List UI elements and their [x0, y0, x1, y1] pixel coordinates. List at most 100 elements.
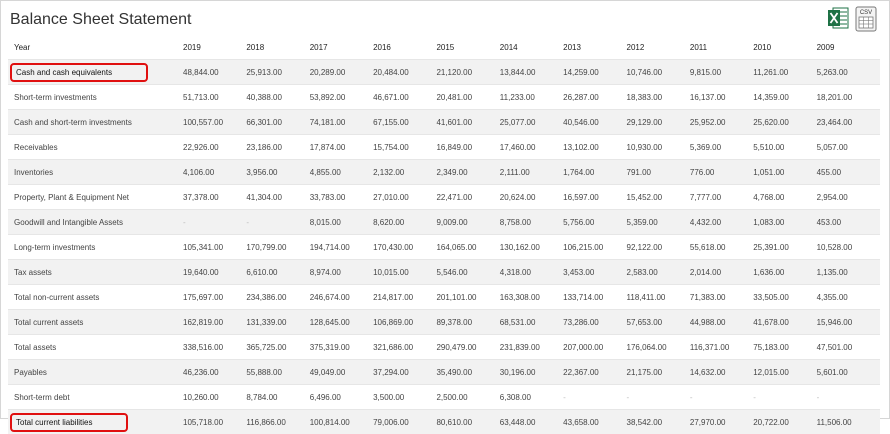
csv-icon-label: CSV — [860, 10, 872, 16]
table-cell: 105,341.00 — [183, 235, 246, 260]
csv-icon[interactable]: CSV — [855, 6, 877, 32]
table-cell: 231,839.00 — [500, 335, 563, 360]
table-cell: 4,355.00 — [817, 285, 880, 310]
table-cell: 25,620.00 — [753, 110, 816, 135]
table-cell: 33,505.00 — [753, 285, 816, 310]
table-cell: 21,120.00 — [436, 60, 499, 85]
export-icons: CSV — [827, 6, 877, 32]
table-cell: 21,175.00 — [627, 360, 690, 385]
table-cell: 75,183.00 — [753, 335, 816, 360]
table-cell: 116,371.00 — [690, 335, 753, 360]
row-label: Cash and short-term investments — [14, 118, 132, 127]
table-cell: 2,583.00 — [627, 260, 690, 285]
table-cell: 10,746.00 — [627, 60, 690, 85]
table-cell: 5,057.00 — [817, 135, 880, 160]
table-cell: 106,869.00 — [373, 310, 436, 335]
table-cell: 290,479.00 — [436, 335, 499, 360]
table-cell: 20,484.00 — [373, 60, 436, 85]
col-header: 2012 — [627, 35, 690, 60]
table-cell: 163,308.00 — [500, 285, 563, 310]
col-header: 2014 — [500, 35, 563, 60]
table-cell: 35,490.00 — [436, 360, 499, 385]
table-cell: 2,014.00 — [690, 260, 753, 285]
table-cell: 92,122.00 — [627, 235, 690, 260]
table-cell: 20,722.00 — [753, 410, 816, 434]
table-cell: 365,725.00 — [246, 335, 309, 360]
table-cell: 16,849.00 — [436, 135, 499, 160]
row-label-cell: Cash and cash equivalents — [8, 60, 183, 85]
row-label-cell: Tax assets — [8, 260, 183, 285]
table-row: Goodwill and Intangible Assets--8,015.00… — [8, 210, 880, 235]
table-cell: 4,318.00 — [500, 260, 563, 285]
col-header: 2015 — [436, 35, 499, 60]
table-cell: 5,359.00 — [627, 210, 690, 235]
table-cell: 67,155.00 — [373, 110, 436, 135]
table-cell: 162,819.00 — [183, 310, 246, 335]
table-cell: 41,601.00 — [436, 110, 499, 135]
table-cell: 131,339.00 — [246, 310, 309, 335]
table-cell: 10,528.00 — [817, 235, 880, 260]
table-cell: 791.00 — [627, 160, 690, 185]
table-cell: 321,686.00 — [373, 335, 436, 360]
table-cell: 30,196.00 — [500, 360, 563, 385]
table-cell: 25,952.00 — [690, 110, 753, 135]
row-label-cell: Goodwill and Intangible Assets — [8, 210, 183, 235]
table-cell: 6,308.00 — [500, 385, 563, 410]
row-label: Short-term debt — [14, 393, 70, 402]
table-cell: 455.00 — [817, 160, 880, 185]
table-cell: 10,260.00 — [183, 385, 246, 410]
table-cell: 63,448.00 — [500, 410, 563, 434]
table-cell: 11,261.00 — [753, 60, 816, 85]
table-cell: 128,645.00 — [310, 310, 373, 335]
table-cell: 1,135.00 — [817, 260, 880, 285]
table-cell: 26,287.00 — [563, 85, 626, 110]
table-cell: 164,065.00 — [436, 235, 499, 260]
table-cell: 22,471.00 — [436, 185, 499, 210]
table-cell: 22,926.00 — [183, 135, 246, 160]
table-cell: - — [627, 385, 690, 410]
table-cell: 43,658.00 — [563, 410, 626, 434]
table-cell: 2,111.00 — [500, 160, 563, 185]
row-label: Short-term investments — [14, 93, 97, 102]
table-cell: 5,756.00 — [563, 210, 626, 235]
table-cell: - — [753, 385, 816, 410]
table-cell: 71,383.00 — [690, 285, 753, 310]
table-cell: 8,974.00 — [310, 260, 373, 285]
table-cell: 100,814.00 — [310, 410, 373, 434]
row-label-cell: Cash and short-term investments — [8, 110, 183, 135]
table-cell: 41,304.00 — [246, 185, 309, 210]
table-cell: 15,754.00 — [373, 135, 436, 160]
table-cell: 29,129.00 — [627, 110, 690, 135]
col-header: 2010 — [753, 35, 816, 60]
row-label: Goodwill and Intangible Assets — [14, 218, 123, 227]
table-cell: 14,632.00 — [690, 360, 753, 385]
table-cell: 20,624.00 — [500, 185, 563, 210]
page-title: Balance Sheet Statement — [10, 11, 191, 29]
table-cell: 15,946.00 — [817, 310, 880, 335]
row-label: Receivables — [14, 143, 58, 152]
excel-icon[interactable] — [827, 6, 849, 30]
table-cell: 8,015.00 — [310, 210, 373, 235]
table-cell: 116,866.00 — [246, 410, 309, 434]
table-cell: 10,930.00 — [627, 135, 690, 160]
highlighted-row-label: Cash and cash equivalents — [10, 63, 148, 82]
table-cell: 10,015.00 — [373, 260, 436, 285]
col-header: 2018 — [246, 35, 309, 60]
table-cell: 8,758.00 — [500, 210, 563, 235]
table-cell: 40,388.00 — [246, 85, 309, 110]
table-cell: 338,516.00 — [183, 335, 246, 360]
table-cell: 4,432.00 — [690, 210, 753, 235]
row-label: Long-term investments — [14, 243, 95, 252]
table-cell: 170,430.00 — [373, 235, 436, 260]
table-cell: 22,367.00 — [563, 360, 626, 385]
table-cell: 41,678.00 — [753, 310, 816, 335]
table-cell: 20,289.00 — [310, 60, 373, 85]
table-cell: - — [246, 210, 309, 235]
table-cell: 15,452.00 — [627, 185, 690, 210]
row-label: Inventories — [14, 168, 53, 177]
table-cell: 5,601.00 — [817, 360, 880, 385]
